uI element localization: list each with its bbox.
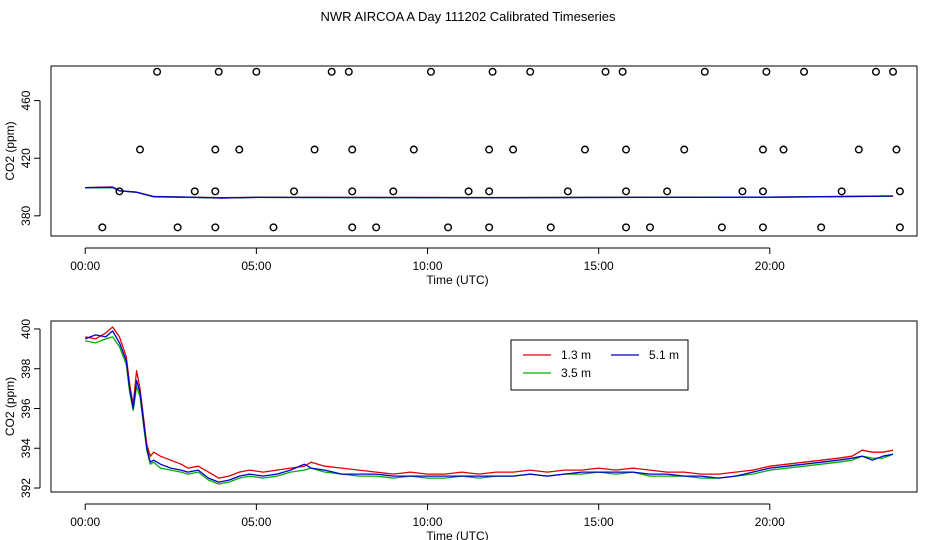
- data-point: [98, 223, 107, 232]
- y-tick-label: 392: [19, 478, 33, 498]
- x-axis-label: Time (UTC): [426, 529, 488, 540]
- data-point: [389, 187, 398, 196]
- x-tick-label: 00:00: [70, 515, 100, 529]
- chart-title: NWR AIRCOA A Day 111202 Calibrated Times…: [320, 9, 616, 24]
- data-point: [758, 223, 767, 232]
- x-tick-label: 15:00: [584, 515, 614, 529]
- y-tick-label: 396: [19, 398, 33, 418]
- data-point: [235, 145, 244, 154]
- data-point: [526, 67, 535, 76]
- data-point: [779, 145, 788, 154]
- x-tick-label: 00:00: [70, 259, 100, 273]
- series-line: [85, 336, 894, 485]
- x-tick-label: 05:00: [241, 515, 271, 529]
- x-tick-label: 10:00: [413, 259, 443, 273]
- data-point: [663, 187, 672, 196]
- data-point: [618, 67, 627, 76]
- y-tick-label: 400: [19, 319, 33, 339]
- y-tick-label: 394: [19, 438, 33, 458]
- x-tick-label: 15:00: [584, 259, 614, 273]
- plot-frame: [50, 65, 918, 237]
- data-point: [190, 187, 199, 196]
- data-point: [173, 223, 182, 232]
- data-point: [601, 67, 610, 76]
- data-point: [426, 67, 435, 76]
- series-line: [85, 326, 894, 479]
- data-point: [214, 67, 223, 76]
- series-line: [85, 186, 894, 199]
- data-point: [485, 145, 494, 154]
- y-tick-label: 398: [19, 358, 33, 378]
- data-point: [115, 187, 124, 196]
- data-point: [580, 145, 589, 154]
- data-point: [290, 187, 299, 196]
- data-point: [622, 187, 631, 196]
- data-point: [327, 67, 336, 76]
- data-point: [509, 145, 518, 154]
- legend-label: 1.3 m: [561, 348, 591, 362]
- data-point: [409, 145, 418, 154]
- data-point: [372, 223, 381, 232]
- legend-box: [510, 339, 689, 391]
- y-axis-label: CO2 (ppm): [3, 377, 17, 436]
- plot-frame: [50, 320, 918, 493]
- data-point: [153, 67, 162, 76]
- data-point: [837, 187, 846, 196]
- data-point: [895, 223, 904, 232]
- data-point: [211, 223, 220, 232]
- y-tick-label: 420: [19, 148, 33, 168]
- data-point: [738, 187, 747, 196]
- x-tick-label: 20:00: [755, 259, 785, 273]
- y-axis-label: CO2 (ppm): [3, 121, 17, 180]
- data-point: [348, 223, 357, 232]
- data-point: [444, 223, 453, 232]
- legend-label: 3.5 m: [561, 366, 591, 380]
- x-axis-label: Time (UTC): [426, 273, 488, 287]
- x-tick-label: 10:00: [413, 515, 443, 529]
- data-point: [485, 187, 494, 196]
- data-point: [464, 187, 473, 196]
- data-point: [758, 187, 767, 196]
- data-point: [854, 145, 863, 154]
- data-point: [211, 145, 220, 154]
- series-line: [84, 330, 894, 483]
- data-point: [485, 223, 494, 232]
- data-point: [563, 187, 572, 196]
- data-point: [680, 145, 689, 154]
- data-point: [622, 145, 631, 154]
- data-point: [310, 145, 319, 154]
- data-point: [252, 67, 261, 76]
- data-point: [546, 223, 555, 232]
- data-point: [348, 145, 357, 154]
- data-point: [700, 67, 709, 76]
- data-point: [269, 223, 278, 232]
- data-point: [800, 67, 809, 76]
- data-point: [646, 223, 655, 232]
- data-point: [892, 145, 901, 154]
- panel-bottom: 00:00 05:00 10:00 15:00 20:00 Time (UTC) 392 39…: [3, 319, 918, 540]
- data-point: [717, 223, 726, 232]
- data-point: [348, 187, 357, 196]
- data-point: [758, 145, 767, 154]
- panel-top: 00:00 05:00 10:00 15:00 20:00 Time (UTC) 380 42…: [3, 65, 918, 287]
- data-point: [889, 67, 898, 76]
- data-point: [622, 223, 631, 232]
- data-point: [488, 67, 497, 76]
- legend-label: 5.1 m: [649, 348, 679, 362]
- x-tick-label: 20:00: [755, 515, 785, 529]
- data-point: [895, 187, 904, 196]
- y-tick-label: 380: [19, 205, 33, 225]
- data-point: [871, 67, 880, 76]
- x-tick-label: 05:00: [241, 259, 271, 273]
- legend: 1.3 m 5.1 m 3.5 m: [510, 339, 689, 391]
- data-point: [135, 145, 144, 154]
- y-tick-label: 460: [19, 90, 33, 110]
- data-point: [211, 187, 220, 196]
- data-point: [817, 223, 826, 232]
- data-point: [762, 67, 771, 76]
- data-point: [344, 67, 353, 76]
